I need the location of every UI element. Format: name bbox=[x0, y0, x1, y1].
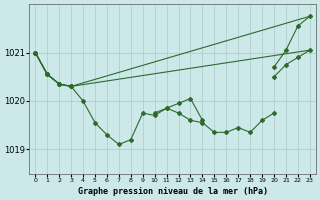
X-axis label: Graphe pression niveau de la mer (hPa): Graphe pression niveau de la mer (hPa) bbox=[77, 187, 268, 196]
